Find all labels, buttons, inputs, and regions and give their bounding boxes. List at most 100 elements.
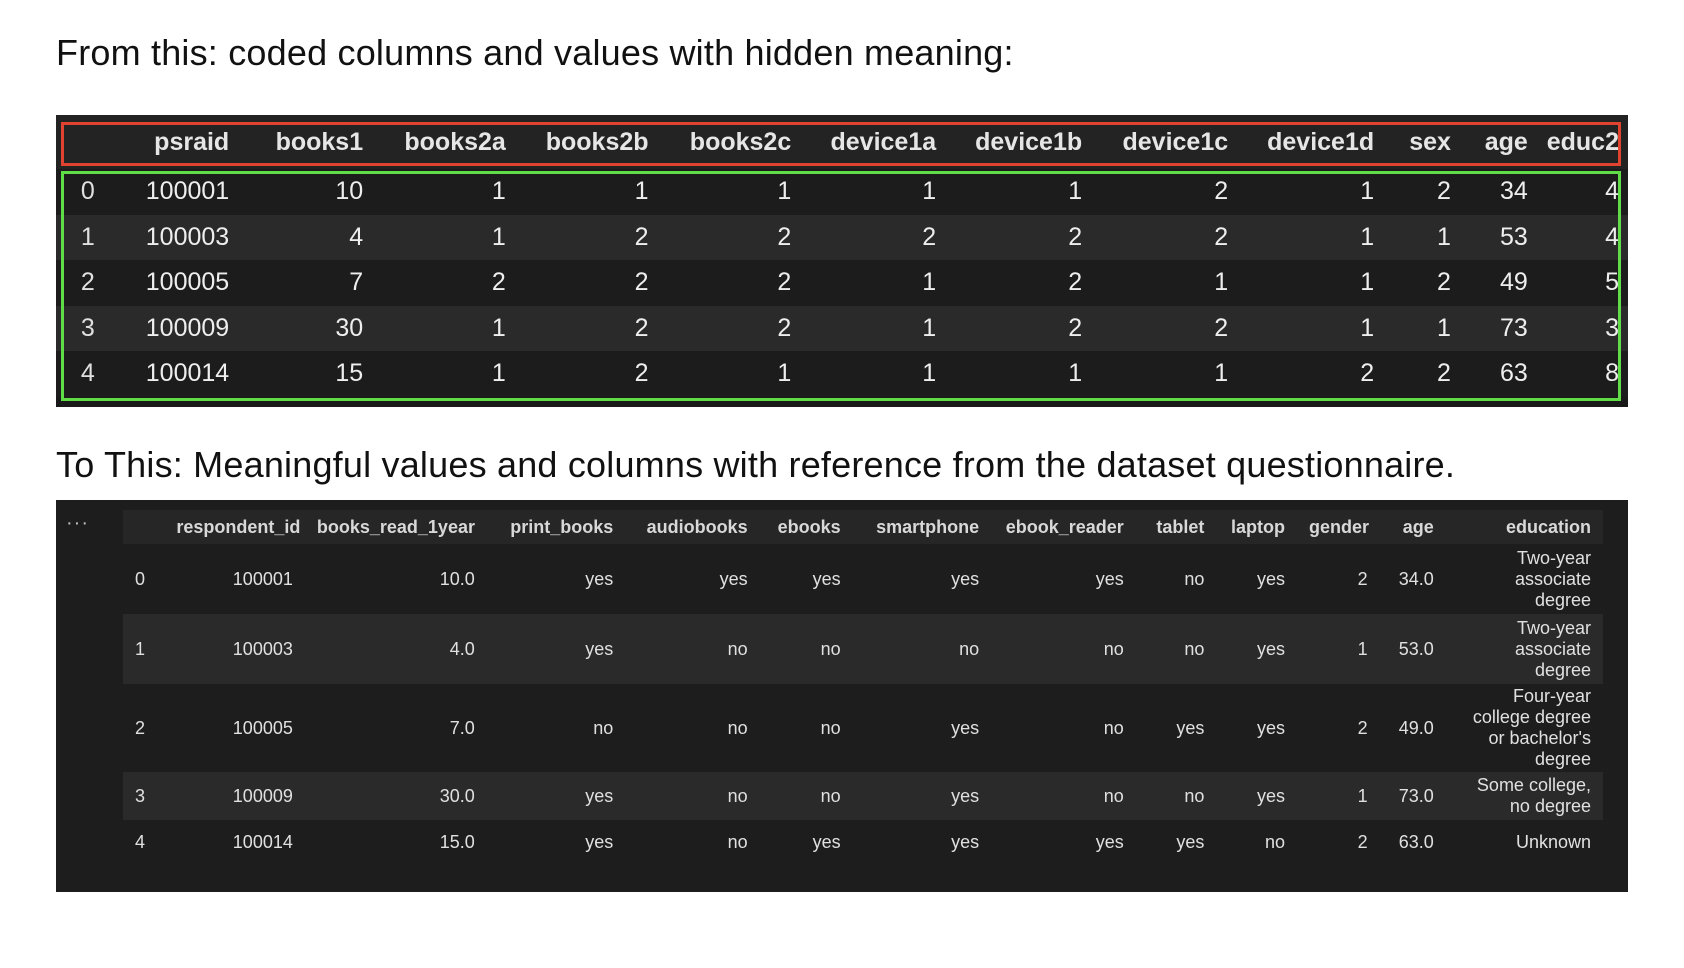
table-cell: yes	[1256, 568, 1285, 589]
table-cell: 1	[1360, 313, 1375, 342]
raw-column-header-books2c: books2c	[689, 127, 792, 156]
table-row: 2 100005 7.0 no no no yes no yes yes 2 49.0 Four-yea…	[123, 684, 1603, 772]
table-cell: yes	[1256, 717, 1285, 738]
table-cell: no	[820, 638, 841, 659]
table-cell: 2	[634, 313, 649, 342]
table-cell: 34.0	[1398, 568, 1434, 589]
table-cell: 2	[1360, 359, 1375, 388]
table-row: 0 100001 10.0 yes yes yes yes yes no yes 2 34.0 Two-…	[123, 544, 1603, 614]
clean-column-header-laptop: laptop	[1231, 516, 1285, 537]
row-index: 0	[80, 177, 95, 206]
table-cell: 1	[1068, 359, 1083, 388]
table-cell: yes	[585, 638, 614, 659]
table-row: 3 100009 30.0 yes no no yes no no yes 1 73.0 Some co…	[123, 772, 1603, 820]
clean-header-row: respondent_id books_read_1year print_books…	[123, 510, 1603, 544]
table-cell: 2	[634, 222, 649, 251]
table-cell: 2	[1357, 831, 1368, 852]
table-cell: no	[727, 785, 748, 806]
table-cell: 2	[1357, 568, 1368, 589]
table-cell: no	[727, 717, 748, 738]
heading-before: From this: coded columns and values with…	[56, 32, 1014, 73]
table-cell: 4	[1605, 177, 1619, 206]
table-cell: 15.0	[439, 831, 475, 852]
table-cell: 100009	[145, 313, 230, 342]
table-cell: 1	[777, 177, 792, 206]
table-cell: 7	[349, 268, 364, 297]
clean-column-header-smartphone: smartphone	[876, 516, 980, 537]
table-cell: yes	[585, 785, 614, 806]
table-cell: no	[593, 717, 614, 738]
table-cell: 3	[1605, 313, 1619, 342]
table-cell: 100001	[232, 568, 293, 589]
table-cell: yes	[1176, 831, 1205, 852]
clean-column-header-ebook-reader: ebook_reader	[1005, 516, 1124, 537]
table-cell: 34	[1499, 177, 1528, 206]
table-cell: 2	[1357, 717, 1368, 738]
table-cell: 2	[922, 222, 937, 251]
table-cell: 1	[491, 177, 506, 206]
table-cell: 1	[922, 313, 937, 342]
clean-column-header-print-books: print_books	[510, 516, 614, 537]
table-cell: 2	[1437, 359, 1451, 388]
raw-column-header-psraid: psraid	[154, 127, 230, 156]
table-cell: 1	[1360, 177, 1375, 206]
table-cell: yes	[951, 831, 980, 852]
clean-column-header-respondent-id: respondent_id	[176, 516, 301, 537]
table-cell: 1	[1357, 785, 1368, 806]
clean-column-header-books-read-1year: books_read_1year	[316, 516, 475, 537]
row-index: 3	[135, 785, 146, 806]
table-cell: yes	[1256, 638, 1285, 659]
table-cell: 4	[1605, 222, 1619, 251]
raw-dataframe-table: psraid books1 books2a books2b books2c device1…	[56, 115, 1628, 397]
table-cell: no	[1103, 785, 1124, 806]
table-cell: 1	[491, 313, 506, 342]
table-cell: 100009	[232, 785, 293, 806]
table-cell: yes	[585, 831, 614, 852]
table-cell: 2	[491, 268, 506, 297]
table-cell: 1	[922, 359, 937, 388]
row-index: 1	[135, 638, 146, 659]
table-row: 4 100014 15.0 yes no yes yes yes yes no 2 63.0 Unkno…	[123, 820, 1603, 864]
table-cell: 1	[1214, 359, 1229, 388]
table-cell: 1	[1068, 177, 1083, 206]
table-row: 0 100001 10 1 1 1 1 1 2 1 2 34 4	[56, 169, 1628, 215]
table-cell: 63	[1499, 359, 1528, 388]
table-cell: 1	[1437, 313, 1451, 342]
table-cell: 2	[634, 359, 649, 388]
raw-header-row: psraid books1 books2a books2b books2c device1…	[56, 115, 1628, 169]
table-cell: 2	[1214, 177, 1229, 206]
table-cell: 2	[777, 313, 792, 342]
heading-after: To This: Meaningful values and columns w…	[56, 444, 1456, 485]
table-cell: 2	[777, 268, 792, 297]
table-cell: yes	[719, 568, 748, 589]
table-cell: 4.0	[449, 638, 475, 659]
clean-column-header-ebooks: ebooks	[777, 516, 841, 537]
table-cell: 15	[335, 359, 364, 388]
table-cell: no	[1184, 568, 1205, 589]
table-cell: 1	[1357, 638, 1368, 659]
table-cell: yes	[1095, 568, 1124, 589]
table-cell: 1	[1437, 222, 1451, 251]
table-cell: 2	[1214, 313, 1229, 342]
ellipsis-icon[interactable]: ···	[66, 512, 89, 534]
table-cell: 53	[1499, 222, 1528, 251]
table-cell: 2	[1437, 268, 1451, 297]
table-cell: 1	[491, 222, 506, 251]
row-index: 4	[135, 831, 146, 852]
clean-table-body: 0 100001 10.0 yes yes yes yes yes no yes 2 34.0 Two-…	[123, 544, 1603, 864]
raw-column-header-books2a: books2a	[404, 127, 506, 156]
clean-column-header-education: education	[1505, 516, 1591, 537]
raw-column-header-books1: books1	[275, 127, 364, 156]
raw-column-header-index	[56, 115, 120, 169]
clean-dataframe-panel: ··· respondent_id books_read_1year print_b…	[56, 500, 1628, 892]
row-index: 1	[80, 222, 95, 251]
table-cell: 8	[1605, 359, 1619, 388]
table-cell: 100014	[145, 359, 230, 388]
table-cell: 5	[1605, 268, 1619, 297]
table-cell: Unknown	[1515, 831, 1591, 852]
table-cell: yes	[812, 568, 841, 589]
table-cell: 2	[777, 222, 792, 251]
raw-column-header-age: age	[1484, 127, 1528, 156]
table-cell: 2	[1068, 313, 1083, 342]
table-cell: yes	[951, 785, 980, 806]
